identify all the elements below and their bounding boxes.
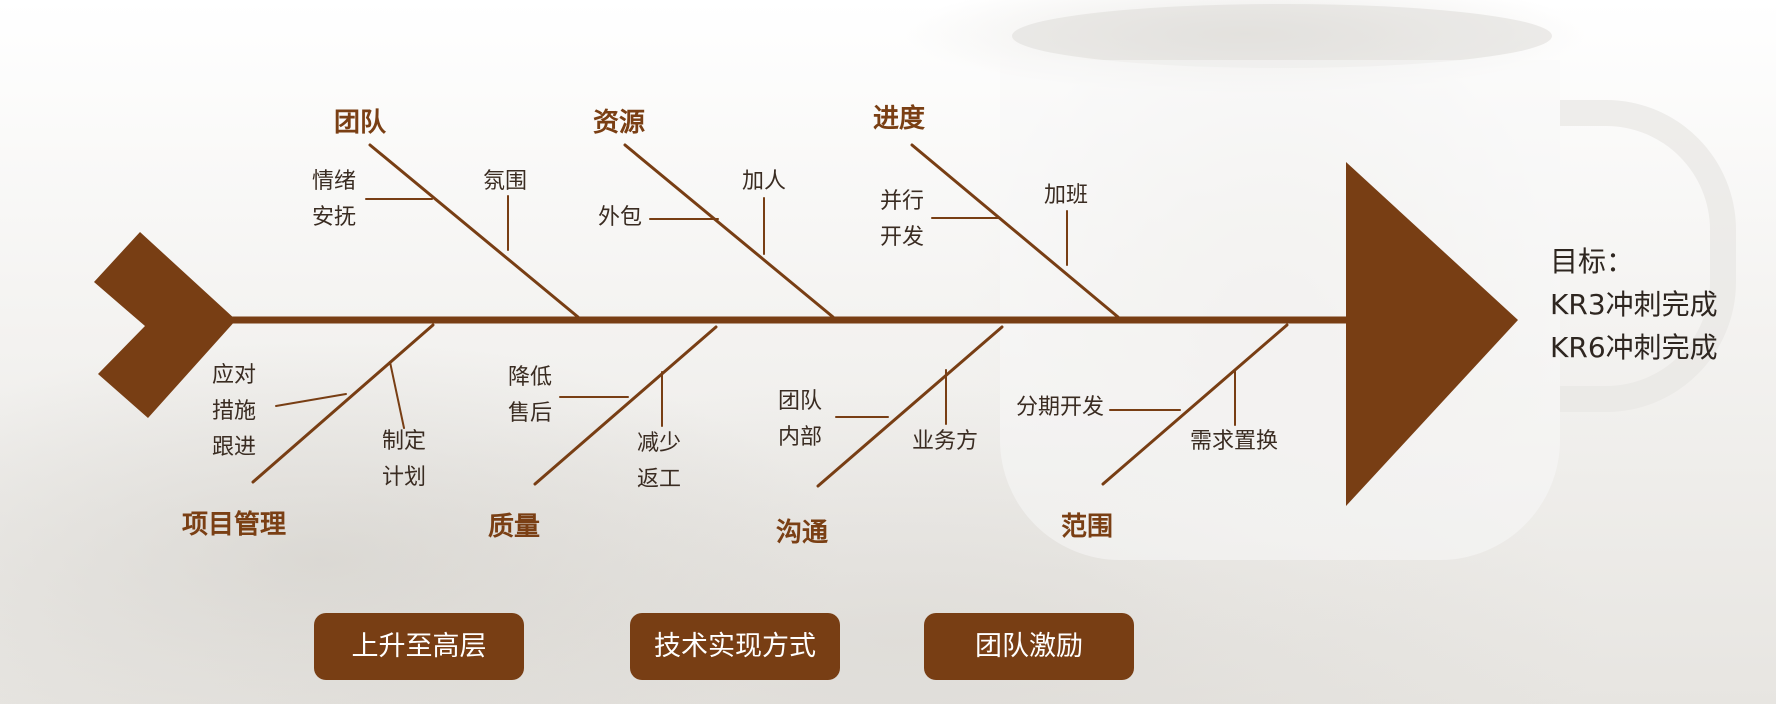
bone-schedule [910, 143, 1120, 319]
category-project-mgmt-label: 项目管理 [182, 510, 287, 540]
team-incentive-button[interactable]: 团队激励 [924, 613, 1134, 680]
goal-title: 目标： [1550, 245, 1635, 278]
fish-head [1346, 162, 1518, 506]
category-schedule-label: 进度 [873, 104, 926, 134]
cause-overtime-label: 加班 [1044, 183, 1089, 208]
cause-plan-label: 制定 计划 [382, 429, 427, 490]
tech-approach-button[interactable]: 技术实现方式 [630, 613, 840, 680]
sub-bone-plan [389, 361, 405, 429]
category-communication-label: 沟通 [776, 518, 829, 548]
category-quality-label: 质量 [488, 512, 541, 542]
escalate-button[interactable]: 上升至高层 [314, 613, 524, 680]
bone-quality [533, 325, 718, 486]
cause-emotion-label: 情绪 安抚 [312, 169, 357, 230]
cause-after-sales-label: 降低 售后 [508, 365, 553, 426]
cause-internal-label: 团队 内部 [778, 389, 823, 450]
category-team-label: 团队 [334, 108, 387, 138]
fish-tail [94, 232, 236, 418]
category-scope-label: 范围 [1061, 512, 1114, 542]
bone-communication [816, 325, 1004, 488]
cause-swap-label: 需求置换 [1190, 429, 1279, 454]
goal-text: 目标： KR3冲刺完成 KR6冲刺完成 [1550, 240, 1718, 369]
bone-project-mgmt [251, 323, 435, 484]
cause-outsource-label: 外包 [598, 205, 643, 230]
cause-rework-label: 减少 返工 [637, 431, 682, 492]
goal-line-1: KR3冲刺完成 [1550, 288, 1718, 321]
cause-phased-label: 分期开发 [1016, 395, 1105, 420]
cause-business-label: 业务方 [912, 429, 979, 454]
goal-line-2: KR6冲刺完成 [1550, 331, 1718, 364]
bone-scope [1101, 323, 1289, 486]
cause-add-people-label: 加人 [742, 169, 787, 194]
sub-bone-follow-up [275, 393, 347, 407]
bone-resources [623, 143, 835, 319]
cause-parallel-dev-label: 并行 开发 [880, 189, 925, 250]
cause-atmosphere-label: 氛围 [483, 169, 528, 194]
background-cup-rim [1012, 4, 1552, 68]
cause-follow-up-label: 应对 措施 跟进 [212, 363, 257, 460]
bone-team [368, 143, 580, 319]
category-resources-label: 资源 [593, 108, 646, 138]
